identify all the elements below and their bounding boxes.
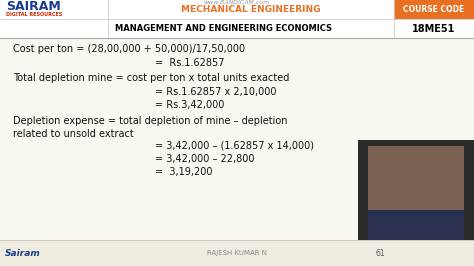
Text: Depletion expense = total depletion of mine – depletion: Depletion expense = total depletion of m… — [13, 115, 288, 126]
FancyBboxPatch shape — [0, 240, 474, 266]
FancyBboxPatch shape — [0, 0, 474, 38]
Text: 18ME51: 18ME51 — [412, 23, 456, 34]
FancyBboxPatch shape — [368, 146, 464, 216]
FancyBboxPatch shape — [368, 210, 464, 240]
Text: RAJESH KUMAR N: RAJESH KUMAR N — [207, 250, 267, 256]
FancyBboxPatch shape — [108, 19, 394, 38]
FancyBboxPatch shape — [358, 140, 474, 240]
Text: related to unsold extract: related to unsold extract — [13, 129, 134, 139]
FancyBboxPatch shape — [394, 0, 474, 19]
Text: www.BANDICAM.com: www.BANDICAM.com — [204, 0, 270, 5]
Text: =  Rs.1.62857: = Rs.1.62857 — [155, 57, 225, 68]
Text: SAIRAM: SAIRAM — [6, 1, 61, 14]
Text: = Rs.3,42,000: = Rs.3,42,000 — [155, 100, 224, 110]
FancyBboxPatch shape — [394, 19, 474, 38]
FancyBboxPatch shape — [0, 19, 108, 38]
Text: = 3,42,000 – 22,800: = 3,42,000 – 22,800 — [155, 154, 255, 164]
Text: = 3,42,000 – (1.62857 x 14,000): = 3,42,000 – (1.62857 x 14,000) — [155, 140, 314, 151]
Text: MECHANICAL ENGINEERING: MECHANICAL ENGINEERING — [181, 5, 321, 14]
Text: Cost per ton = (28,00,000 + 50,000)/17,50,000: Cost per ton = (28,00,000 + 50,000)/17,5… — [13, 44, 245, 54]
Text: 61: 61 — [375, 248, 385, 257]
FancyBboxPatch shape — [0, 38, 474, 240]
Text: DIGITAL RESOURCES: DIGITAL RESOURCES — [6, 13, 62, 18]
Text: Sairam: Sairam — [5, 248, 41, 257]
Text: COURSE CODE: COURSE CODE — [403, 5, 465, 14]
FancyBboxPatch shape — [0, 0, 108, 19]
Text: MANAGEMENT AND ENGINEERING ECONOMICS: MANAGEMENT AND ENGINEERING ECONOMICS — [115, 24, 332, 33]
Text: = Rs.1.62857 x 2,10,000: = Rs.1.62857 x 2,10,000 — [155, 86, 276, 97]
Text: Total depletion mine = cost per ton x total units exacted: Total depletion mine = cost per ton x to… — [13, 73, 289, 83]
FancyBboxPatch shape — [108, 0, 394, 19]
Text: =  3,19,200: = 3,19,200 — [155, 168, 212, 177]
